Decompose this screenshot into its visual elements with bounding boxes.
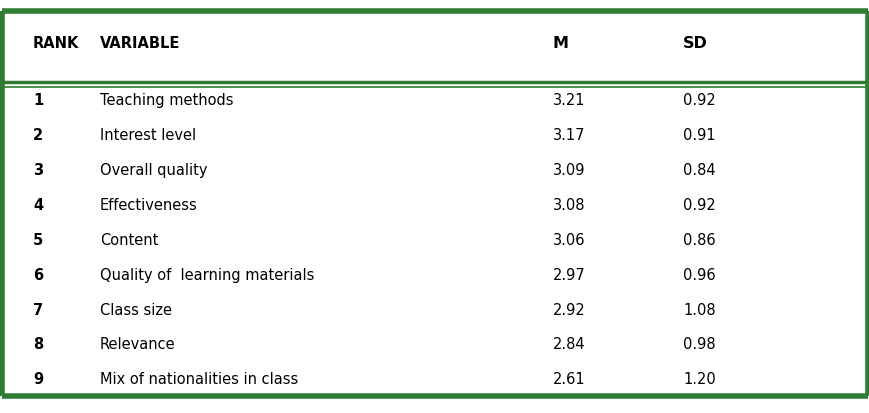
Text: 3: 3 [33, 162, 43, 177]
Text: 3.08: 3.08 [552, 197, 584, 212]
Text: 3.06: 3.06 [552, 232, 584, 247]
Text: 0.92: 0.92 [682, 197, 715, 212]
Text: Quality of  learning materials: Quality of learning materials [100, 267, 314, 282]
Text: 6: 6 [33, 267, 43, 282]
Text: 0.84: 0.84 [682, 162, 715, 177]
Text: M: M [552, 36, 567, 51]
Text: Effectiveness: Effectiveness [100, 197, 197, 212]
Text: 2.84: 2.84 [552, 337, 584, 351]
Text: 5: 5 [33, 232, 43, 247]
Text: 4: 4 [33, 197, 43, 212]
Text: 0.92: 0.92 [682, 93, 715, 107]
Text: SD: SD [682, 36, 707, 51]
Text: 1.08: 1.08 [682, 302, 715, 317]
Text: 3.09: 3.09 [552, 162, 584, 177]
Text: Mix of nationalities in class: Mix of nationalities in class [100, 372, 298, 387]
Text: 2.97: 2.97 [552, 267, 585, 282]
Text: 3.17: 3.17 [552, 128, 584, 142]
Text: Overall quality: Overall quality [100, 162, 208, 177]
Text: 0.98: 0.98 [682, 337, 715, 351]
Text: 3.21: 3.21 [552, 93, 584, 107]
Text: 0.96: 0.96 [682, 267, 715, 282]
Text: 8: 8 [33, 337, 43, 351]
Text: 7: 7 [33, 302, 43, 317]
Text: Class size: Class size [100, 302, 172, 317]
Text: 2: 2 [33, 128, 43, 142]
Text: 0.86: 0.86 [682, 232, 715, 247]
Text: Interest level: Interest level [100, 128, 196, 142]
Text: VARIABLE: VARIABLE [100, 36, 180, 51]
Text: 0.91: 0.91 [682, 128, 715, 142]
Text: Relevance: Relevance [100, 337, 176, 351]
Text: 9: 9 [33, 372, 43, 387]
Text: 1: 1 [33, 93, 43, 107]
Text: 1.20: 1.20 [682, 372, 715, 387]
Text: 2.92: 2.92 [552, 302, 585, 317]
Text: Teaching methods: Teaching methods [100, 93, 233, 107]
Text: RANK: RANK [33, 36, 79, 51]
Text: 2.61: 2.61 [552, 372, 584, 387]
Text: Content: Content [100, 232, 158, 247]
